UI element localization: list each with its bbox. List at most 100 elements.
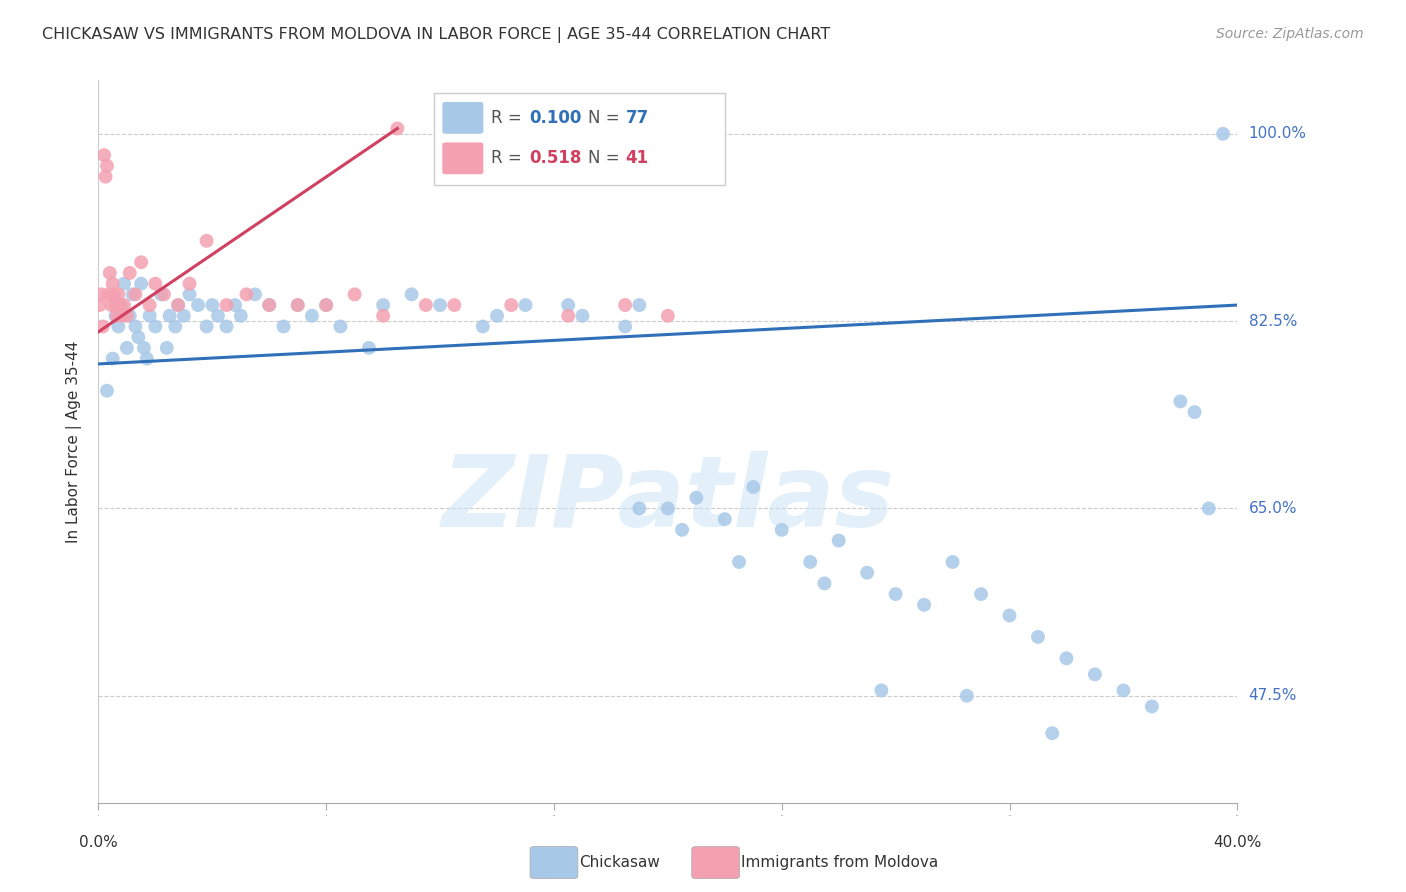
Point bbox=[515, 298, 537, 312]
Point bbox=[121, 287, 143, 301]
Text: 47.5%: 47.5% bbox=[1249, 689, 1298, 703]
FancyBboxPatch shape bbox=[443, 102, 484, 134]
Point bbox=[1056, 651, 1078, 665]
Point bbox=[501, 298, 523, 312]
Point bbox=[201, 298, 224, 312]
Point bbox=[110, 298, 132, 312]
Point bbox=[387, 121, 409, 136]
Point bbox=[884, 587, 907, 601]
FancyBboxPatch shape bbox=[434, 93, 725, 185]
Point bbox=[207, 309, 229, 323]
Text: 41: 41 bbox=[626, 149, 648, 168]
Point bbox=[124, 287, 146, 301]
Point bbox=[132, 341, 155, 355]
Point bbox=[657, 309, 679, 323]
Point bbox=[107, 319, 129, 334]
Point bbox=[1170, 394, 1192, 409]
Point bbox=[115, 309, 138, 323]
Point bbox=[486, 309, 509, 323]
Point bbox=[315, 298, 337, 312]
Point bbox=[112, 277, 135, 291]
Point bbox=[685, 491, 707, 505]
Point bbox=[287, 298, 309, 312]
Point bbox=[371, 309, 394, 323]
Point bbox=[742, 480, 765, 494]
Point bbox=[108, 298, 131, 312]
Point bbox=[259, 298, 281, 312]
Point bbox=[110, 309, 132, 323]
Point bbox=[628, 298, 651, 312]
Point bbox=[357, 341, 380, 355]
Point bbox=[187, 298, 209, 312]
Text: Immigrants from Moldova: Immigrants from Moldova bbox=[741, 855, 938, 870]
Point bbox=[150, 287, 173, 301]
Point bbox=[195, 319, 218, 334]
Text: R =: R = bbox=[491, 109, 527, 127]
Point bbox=[614, 298, 637, 312]
Point bbox=[1026, 630, 1049, 644]
Text: 40.0%: 40.0% bbox=[1213, 835, 1261, 850]
Point bbox=[315, 298, 337, 312]
Point bbox=[145, 319, 167, 334]
Point bbox=[167, 298, 190, 312]
Point bbox=[129, 255, 152, 269]
Point bbox=[557, 298, 579, 312]
Point bbox=[145, 277, 167, 291]
Point bbox=[118, 309, 141, 323]
Point bbox=[287, 298, 309, 312]
Point bbox=[557, 309, 579, 323]
Point bbox=[1184, 405, 1206, 419]
Point bbox=[127, 330, 149, 344]
Text: Chickasaw: Chickasaw bbox=[579, 855, 661, 870]
Text: 82.5%: 82.5% bbox=[1249, 314, 1298, 328]
Point bbox=[571, 309, 593, 323]
Text: 77: 77 bbox=[626, 109, 650, 127]
Point bbox=[628, 501, 651, 516]
Point bbox=[259, 298, 281, 312]
Point bbox=[657, 501, 679, 516]
Point bbox=[415, 298, 437, 312]
Point bbox=[243, 287, 266, 301]
Text: N =: N = bbox=[588, 149, 626, 168]
Text: 100.0%: 100.0% bbox=[1249, 127, 1306, 141]
FancyBboxPatch shape bbox=[443, 143, 484, 174]
Point bbox=[614, 319, 637, 334]
Point bbox=[1112, 683, 1135, 698]
Point bbox=[93, 148, 115, 162]
Y-axis label: In Labor Force | Age 35-44: In Labor Force | Age 35-44 bbox=[66, 341, 83, 542]
Point bbox=[101, 277, 124, 291]
Point bbox=[96, 159, 118, 173]
Point bbox=[96, 384, 118, 398]
Point bbox=[105, 309, 128, 323]
Point bbox=[195, 234, 218, 248]
Point bbox=[401, 287, 423, 301]
Point bbox=[970, 587, 993, 601]
Point bbox=[103, 287, 125, 301]
Point bbox=[94, 169, 117, 184]
Point bbox=[167, 298, 190, 312]
Point bbox=[371, 298, 394, 312]
Point bbox=[224, 298, 246, 312]
Point bbox=[104, 309, 127, 323]
Point bbox=[329, 319, 352, 334]
Text: 0.0%: 0.0% bbox=[79, 835, 118, 850]
Point bbox=[912, 598, 935, 612]
Point bbox=[443, 298, 465, 312]
Text: 65.0%: 65.0% bbox=[1249, 501, 1298, 516]
Point bbox=[97, 287, 120, 301]
Point bbox=[91, 319, 114, 334]
Point bbox=[813, 576, 835, 591]
Point bbox=[138, 309, 160, 323]
Point bbox=[90, 287, 112, 301]
Point bbox=[215, 298, 238, 312]
Point bbox=[156, 341, 179, 355]
Point bbox=[153, 287, 176, 301]
Text: N =: N = bbox=[588, 109, 626, 127]
Point bbox=[173, 309, 195, 323]
Point bbox=[799, 555, 821, 569]
Point bbox=[98, 266, 121, 280]
Point bbox=[714, 512, 737, 526]
Point bbox=[215, 319, 238, 334]
Point bbox=[1198, 501, 1220, 516]
Point bbox=[1140, 699, 1163, 714]
